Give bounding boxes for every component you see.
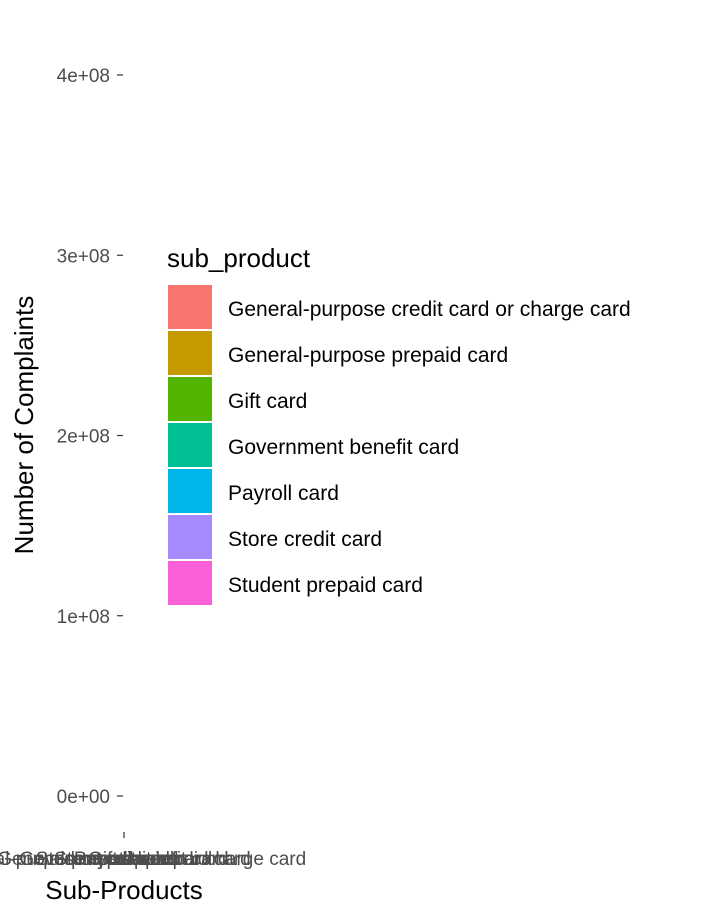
x-tick-label: Payroll card — [74, 849, 174, 870]
legend-label: General-purpose credit card or charge ca… — [228, 298, 631, 321]
legend-label: Gift card — [228, 390, 307, 413]
x-tick-label: Student prepaid card — [36, 849, 212, 870]
y-axis: 0e+00 1e+08 2e+08 3e+08 4e+08 — [57, 66, 123, 808]
legend-key — [168, 515, 212, 559]
y-tick-label: 0e+00 — [57, 787, 110, 808]
legend-title: sub_product — [167, 243, 311, 273]
legend-label: General-purpose prepaid card — [228, 344, 508, 367]
x-tick-label: Gift card — [88, 849, 160, 870]
y-tick-label: 1e+08 — [57, 607, 110, 628]
y-axis-title: Number of Complaints — [9, 296, 39, 555]
x-axis-title: Sub-Products — [45, 875, 203, 905]
x-axis: General-purpose credit card or charge ca… — [0, 832, 306, 870]
y-tick-label: 2e+08 — [57, 427, 110, 448]
legend-key — [168, 469, 212, 513]
y-tick-label: 3e+08 — [57, 246, 110, 267]
x-tick-label: Government benefit card — [19, 849, 228, 870]
legend-key — [168, 561, 212, 605]
legend-label: Government benefit card — [228, 436, 459, 459]
y-tick-label: 4e+08 — [57, 66, 110, 87]
x-tick-label: Store credit card — [54, 849, 193, 870]
legend-label: Payroll card — [228, 482, 339, 505]
x-tick-label: General-purpose prepaid card — [0, 849, 251, 870]
legend-key — [168, 285, 212, 329]
legend: General-purpose credit card or charge ca… — [168, 285, 631, 605]
legend-label: Store credit card — [228, 528, 382, 551]
legend-key — [168, 377, 212, 421]
legend-key — [168, 423, 212, 467]
legend-label: Student prepaid card — [228, 574, 423, 597]
x-tick-label: General-purpose credit card or charge ca… — [0, 849, 306, 870]
legend-key — [168, 331, 212, 375]
